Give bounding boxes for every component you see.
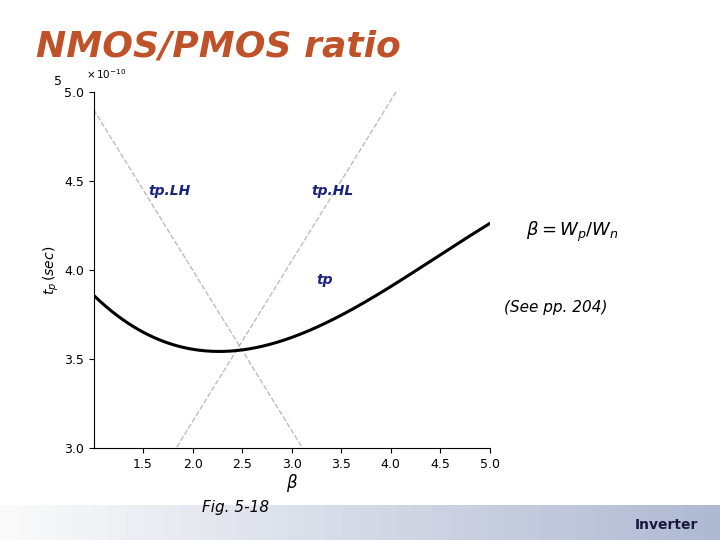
Bar [468,505,487,540]
Bar [270,505,289,540]
Bar [576,505,595,540]
X-axis label: $\beta$: $\beta$ [286,472,297,494]
Text: tp: tp [316,273,333,287]
Bar [180,505,199,540]
Bar [216,505,235,540]
Bar [450,505,469,540]
Bar [324,505,343,540]
Bar [612,505,631,540]
Bar [396,505,415,540]
Bar [414,505,433,540]
Bar [684,505,703,540]
Bar [432,505,451,540]
Bar [540,505,559,540]
Bar [54,505,73,540]
Bar [702,505,720,540]
Bar [126,505,145,540]
Bar [252,505,271,540]
Bar [558,505,577,540]
Bar [198,505,217,540]
Bar [144,505,163,540]
Bar [72,505,91,540]
Bar [288,505,307,540]
Text: $\beta = W_p/W_n$: $\beta = W_p/W_n$ [526,220,618,244]
Bar [594,505,613,540]
Bar [648,505,667,540]
Bar [666,505,685,540]
Text: $\times\,10^{-10}$: $\times\,10^{-10}$ [86,68,126,81]
Bar [378,505,397,540]
Bar [108,505,127,540]
Text: (See pp. 204): (See pp. 204) [504,300,608,315]
Bar [90,505,109,540]
Text: NMOS/PMOS ratio: NMOS/PMOS ratio [36,30,401,64]
Bar [234,505,253,540]
Text: 5: 5 [54,75,62,88]
Text: tp.LH: tp.LH [148,184,190,198]
Bar [504,505,523,540]
Y-axis label: $t_p\,(sec)$: $t_p\,(sec)$ [42,245,61,295]
Text: Fig. 5-18: Fig. 5-18 [202,500,269,515]
Bar [0,505,19,540]
Bar [162,505,181,540]
Text: Inverter: Inverter [635,518,698,532]
Bar [522,505,541,540]
Bar [306,505,325,540]
Bar [360,505,379,540]
Bar [18,505,37,540]
Bar [486,505,505,540]
Text: tp.HL: tp.HL [312,184,354,198]
Bar [36,505,55,540]
Bar [630,505,649,540]
Bar [342,505,361,540]
